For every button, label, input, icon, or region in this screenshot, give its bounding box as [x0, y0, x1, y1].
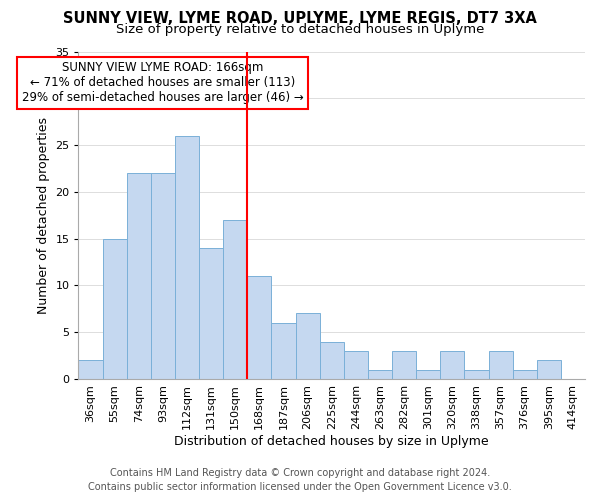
Bar: [537, 360, 561, 379]
Bar: [151, 173, 175, 379]
Bar: [464, 370, 488, 379]
Text: SUNNY VIEW LYME ROAD: 166sqm
← 71% of detached houses are smaller (113)
29% of s: SUNNY VIEW LYME ROAD: 166sqm ← 71% of de…: [22, 62, 304, 104]
Y-axis label: Number of detached properties: Number of detached properties: [37, 116, 50, 314]
Bar: [488, 351, 512, 379]
Bar: [223, 220, 247, 379]
X-axis label: Distribution of detached houses by size in Uplyme: Distribution of detached houses by size …: [175, 434, 489, 448]
Bar: [127, 173, 151, 379]
Bar: [175, 136, 199, 379]
Bar: [320, 342, 344, 379]
Bar: [296, 314, 320, 379]
Bar: [247, 276, 271, 379]
Bar: [79, 360, 103, 379]
Bar: [199, 248, 223, 379]
Text: Contains HM Land Registry data © Crown copyright and database right 2024.
Contai: Contains HM Land Registry data © Crown c…: [88, 468, 512, 492]
Bar: [416, 370, 440, 379]
Bar: [271, 323, 296, 379]
Bar: [103, 238, 127, 379]
Bar: [392, 351, 416, 379]
Text: SUNNY VIEW, LYME ROAD, UPLYME, LYME REGIS, DT7 3XA: SUNNY VIEW, LYME ROAD, UPLYME, LYME REGI…: [63, 11, 537, 26]
Bar: [440, 351, 464, 379]
Text: Size of property relative to detached houses in Uplyme: Size of property relative to detached ho…: [116, 22, 484, 36]
Bar: [512, 370, 537, 379]
Bar: [368, 370, 392, 379]
Bar: [344, 351, 368, 379]
